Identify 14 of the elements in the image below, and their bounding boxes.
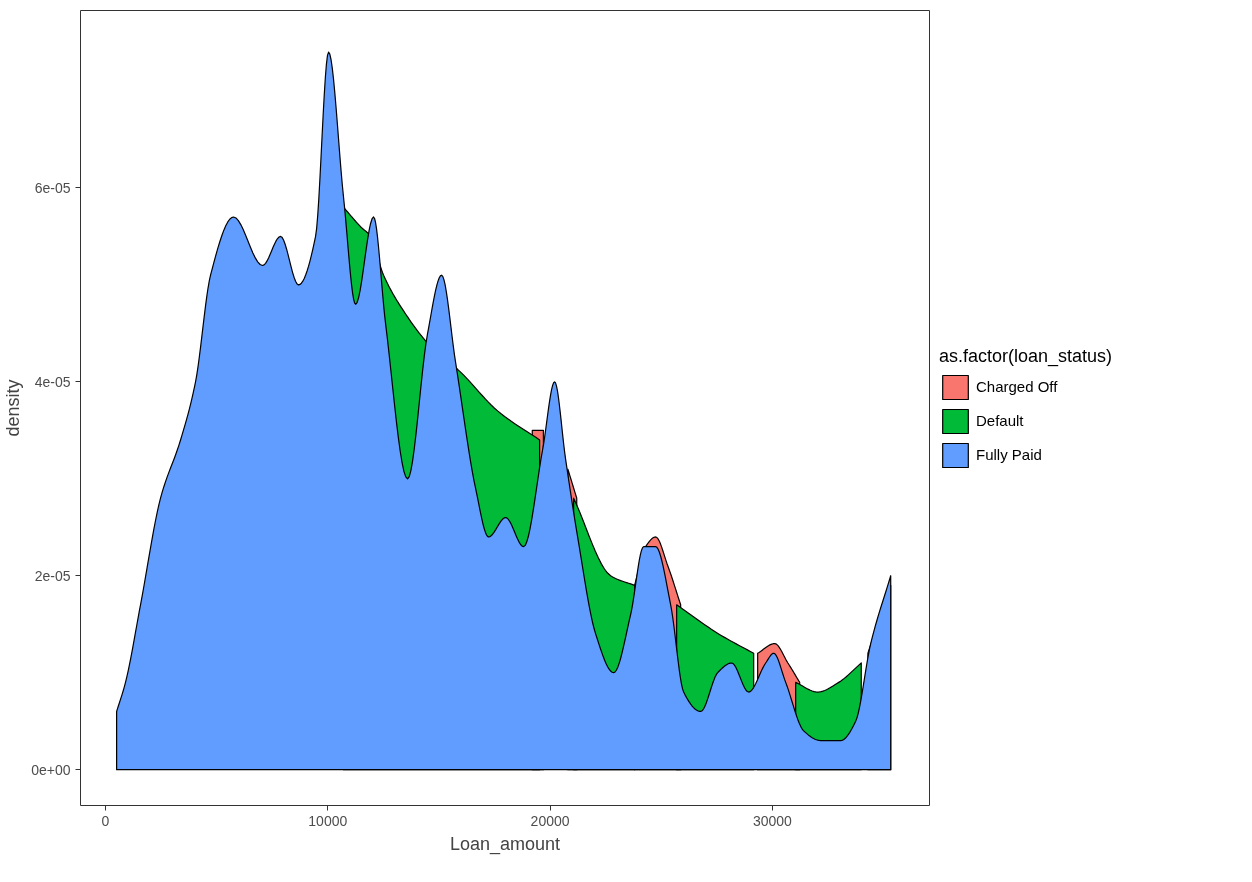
legend-label: Fully Paid [976,446,1042,463]
y-tick-label: 0e+00 [31,761,71,778]
y-axis-title: density [3,379,24,437]
y-tick-label: 2e-05 [34,567,71,584]
x-tick-label: 0 [101,812,110,829]
y-tick-label: 6e-05 [34,179,71,196]
x-tick-label: 10000 [308,812,348,829]
x-axis-title: Loan_amount [449,833,561,855]
x-tick-label: 20000 [530,812,570,829]
legend-label: Charged Off [976,378,1058,395]
legend-title: as.factor(loan_status) [939,345,1113,367]
y-tick-label: 4e-05 [34,373,71,390]
legend-label: Default [976,412,1024,429]
x-tick-label: 30000 [752,812,793,829]
